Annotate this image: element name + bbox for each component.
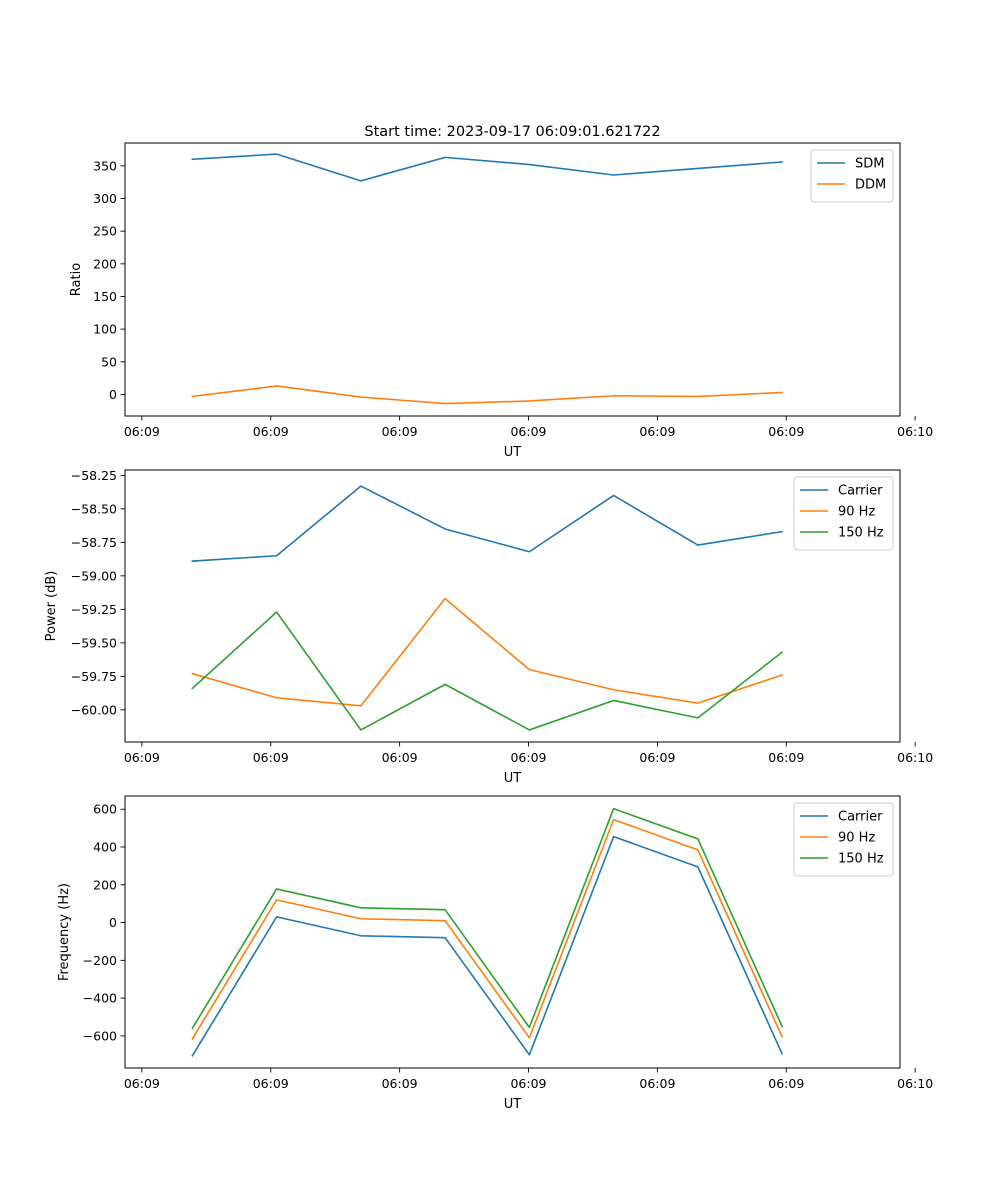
x-tick-label-2-2: 06:09 [253,750,289,765]
series-line-3-1 [191,835,784,1057]
y-tick-label-3-3: −200 [83,953,117,968]
y-tick-label-1-8: 350 [93,158,117,173]
legend-label-3-2: 90 Hz [838,831,875,846]
x-tick-label-3-7: 06:10 [897,1076,933,1091]
legend-label-1-1: SDM [855,157,884,172]
x-tick-label-2-7: 06:10 [897,750,933,765]
x-tick-label-2-6: 06:09 [768,750,804,765]
x-tick-label-3-3: 06:09 [382,1076,418,1091]
y-tick-label-2-7: −58.50 [71,501,117,516]
y-tick-label-2-1: −60.00 [71,702,117,717]
legend-label-2-1: Carrier [838,484,883,499]
y-tick-label-2-8: −58.25 [71,468,117,483]
series-line-3-3 [191,807,784,1030]
axes-frame-2 [124,469,901,743]
axes-frame-3 [124,795,901,1069]
x-tick-label-1-4: 06:09 [510,424,546,439]
y-tick-label-1-4: 150 [93,289,117,304]
y-tick-label-3-4: 0 [109,915,117,930]
series-line-1-2 [191,385,783,405]
y-axis-label-1: Ratio [69,263,84,296]
y-tick-label-3-5: 200 [93,877,117,892]
chart-panel-1: 06:09 06:09 06:09 06:09 06:09 06:09 06:10 0 50 10… [69,142,933,460]
y-tick-label-1-6: 250 [93,224,117,239]
series-line-2-2 [191,597,784,707]
axes-frame-1 [124,142,901,417]
y-tick-label-3-2: −400 [83,991,117,1006]
x-tick-label-1-1: 06:09 [124,424,160,439]
legend-3: Carrier 90 Hz 150 Hz [793,802,894,877]
legend-label-2-3: 150 Hz [838,526,884,541]
y-tick-label-3-1: −600 [83,1028,117,1043]
x-axis-label-1: UT [504,445,522,460]
x-tick-label-3-2: 06:09 [253,1076,289,1091]
x-tick-label-1-7: 06:10 [897,424,933,439]
x-tick-label-2-1: 06:09 [124,750,160,765]
x-tick-label-2-5: 06:09 [639,750,675,765]
series-line-1-1 [191,153,783,182]
x-tick-label-3-5: 06:09 [639,1076,675,1091]
series-line-2-1 [191,485,783,562]
legend-label-2-2: 90 Hz [838,505,875,520]
x-tick-label-1-2: 06:09 [253,424,289,439]
figure-title: Start time: 2023-09-17 06:09:01.621722 [364,124,660,140]
legend-label-1-2: DDM [855,178,886,193]
y-tick-label-2-5: −59.00 [71,568,117,583]
y-tick-label-1-7: 300 [93,191,117,206]
series-line-3-2 [191,818,784,1040]
x-tick-label-3-6: 06:09 [768,1076,804,1091]
y-tick-label-1-5: 200 [93,256,117,271]
y-tick-label-3-7: 600 [93,802,117,817]
legend-label-3-3: 150 Hz [838,852,884,867]
legend-2: Carrier 90 Hz 150 Hz [793,476,894,551]
x-axis-label-2: UT [504,771,522,786]
series-line-2-3 [191,611,784,731]
x-tick-label-3-4: 06:09 [510,1076,546,1091]
y-tick-label-2-3: −59.50 [71,635,117,650]
y-axis-label-3: Frequency (Hz) [57,883,72,981]
x-tick-label-2-4: 06:09 [510,750,546,765]
legend-1: SDM DDM [810,149,894,203]
x-tick-label-1-3: 06:09 [382,424,418,439]
x-tick-label-1-5: 06:09 [639,424,675,439]
y-axis-label-2: Power (dB) [44,571,59,642]
y-tick-label-1-3: 100 [93,322,117,337]
x-tick-label-1-6: 06:09 [768,424,804,439]
y-tick-label-1-2: 50 [101,354,117,369]
y-tick-label-3-6: 400 [93,840,117,855]
chart-panel-3: 06:09 06:09 06:09 06:09 06:09 06:09 06:10 −600 −… [57,795,933,1112]
x-tick-label-2-3: 06:09 [382,750,418,765]
y-tick-label-2-4: −59.25 [71,602,117,617]
chart-panel-2: 06:09 06:09 06:09 06:09 06:09 06:09 06:10 −60.0… [44,468,933,786]
x-axis-label-3: UT [504,1097,522,1112]
legend-label-3-1: Carrier [838,810,883,825]
y-tick-label-2-6: −58.75 [71,535,117,550]
x-tick-label-3-1: 06:09 [124,1076,160,1091]
y-tick-label-2-2: −59.75 [71,669,117,684]
y-tick-label-1-1: 0 [109,387,117,402]
